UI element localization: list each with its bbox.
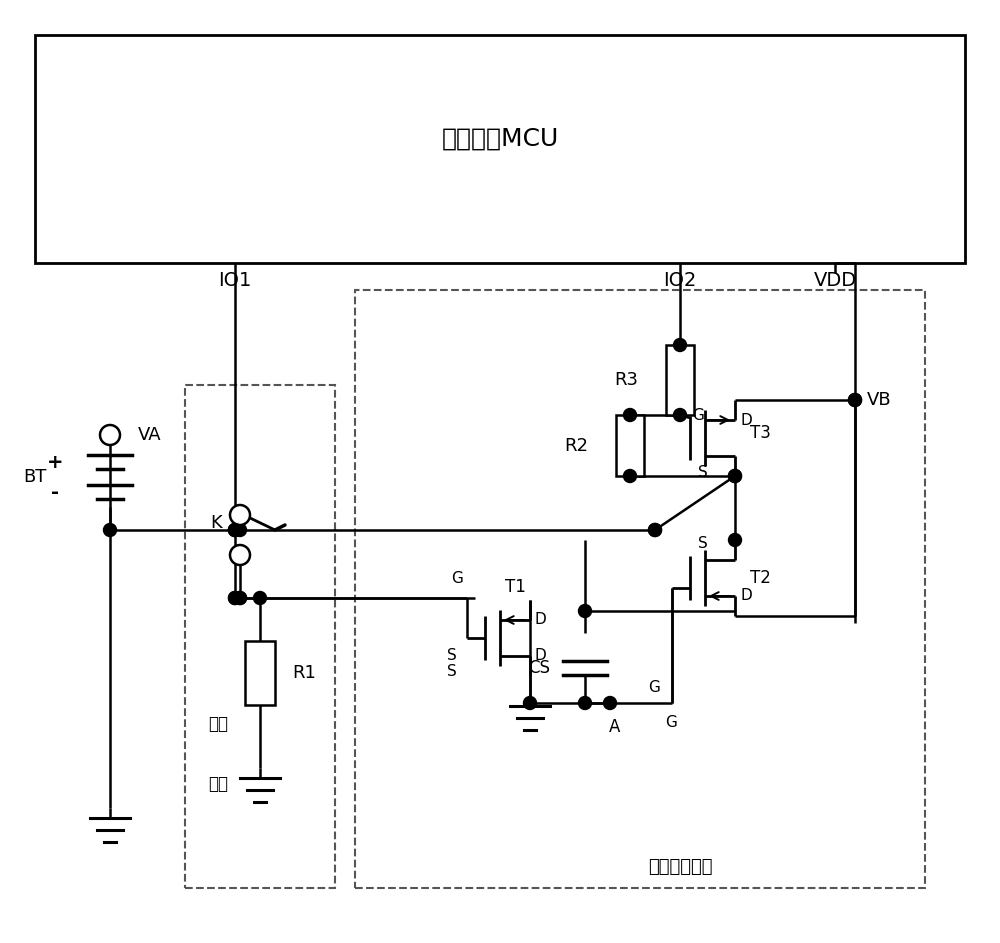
Circle shape — [578, 604, 592, 618]
Bar — [666, 345, 694, 415]
Text: D: D — [740, 412, 752, 427]
Text: -: - — [51, 483, 59, 502]
Circle shape — [229, 591, 242, 604]
Text: VDD: VDD — [813, 271, 857, 290]
Circle shape — [849, 393, 862, 406]
Bar — [245, 641, 275, 705]
Text: T2: T2 — [750, 569, 771, 587]
Circle shape — [524, 697, 536, 709]
Text: D: D — [740, 588, 752, 604]
Text: G: G — [665, 715, 677, 730]
Circle shape — [234, 591, 247, 604]
Circle shape — [229, 523, 242, 537]
Circle shape — [229, 523, 242, 537]
Text: A: A — [609, 718, 621, 736]
Circle shape — [100, 425, 120, 445]
Circle shape — [234, 523, 247, 537]
Text: CS: CS — [528, 659, 550, 677]
Text: BT: BT — [23, 468, 47, 486]
Circle shape — [254, 591, 267, 604]
Circle shape — [624, 408, 637, 422]
Bar — [355, 290, 925, 888]
Text: R3: R3 — [614, 371, 638, 389]
Circle shape — [648, 523, 662, 537]
Circle shape — [229, 523, 242, 537]
Text: VB: VB — [867, 391, 892, 409]
Text: +: + — [47, 453, 63, 472]
Text: D: D — [535, 613, 547, 627]
Text: S: S — [447, 664, 457, 679]
Circle shape — [230, 505, 250, 525]
Text: D: D — [535, 649, 547, 664]
Text: IO2: IO2 — [663, 271, 697, 290]
Circle shape — [229, 591, 242, 604]
Circle shape — [674, 408, 686, 422]
Text: 单元: 单元 — [208, 775, 228, 793]
Circle shape — [728, 534, 742, 547]
Text: G: G — [648, 680, 660, 695]
Text: 按键: 按键 — [208, 715, 228, 733]
Text: R2: R2 — [564, 437, 588, 455]
Text: S: S — [698, 465, 708, 480]
Text: T1: T1 — [505, 578, 526, 596]
Text: 待机控制单元: 待机控制单元 — [648, 858, 712, 876]
Circle shape — [728, 470, 742, 483]
Circle shape — [230, 545, 250, 565]
Text: S: S — [447, 649, 457, 664]
Text: K: K — [210, 514, 222, 532]
Text: S: S — [698, 536, 708, 551]
Text: T3: T3 — [750, 424, 771, 442]
Text: G: G — [692, 407, 704, 422]
Bar — [35, 35, 965, 263]
Circle shape — [234, 591, 247, 604]
Text: IO1: IO1 — [218, 271, 252, 290]
Circle shape — [578, 697, 592, 709]
Bar — [616, 415, 644, 476]
Text: R1: R1 — [292, 664, 316, 682]
Text: G: G — [451, 571, 463, 586]
Circle shape — [604, 697, 616, 709]
Text: VA: VA — [138, 426, 162, 444]
Circle shape — [624, 470, 637, 483]
Circle shape — [648, 523, 662, 537]
Circle shape — [104, 523, 117, 537]
Circle shape — [849, 393, 862, 406]
Circle shape — [728, 470, 742, 483]
Text: 微处理器MCU: 微处理器MCU — [441, 127, 559, 151]
Circle shape — [674, 339, 686, 352]
Bar — [185, 385, 335, 888]
